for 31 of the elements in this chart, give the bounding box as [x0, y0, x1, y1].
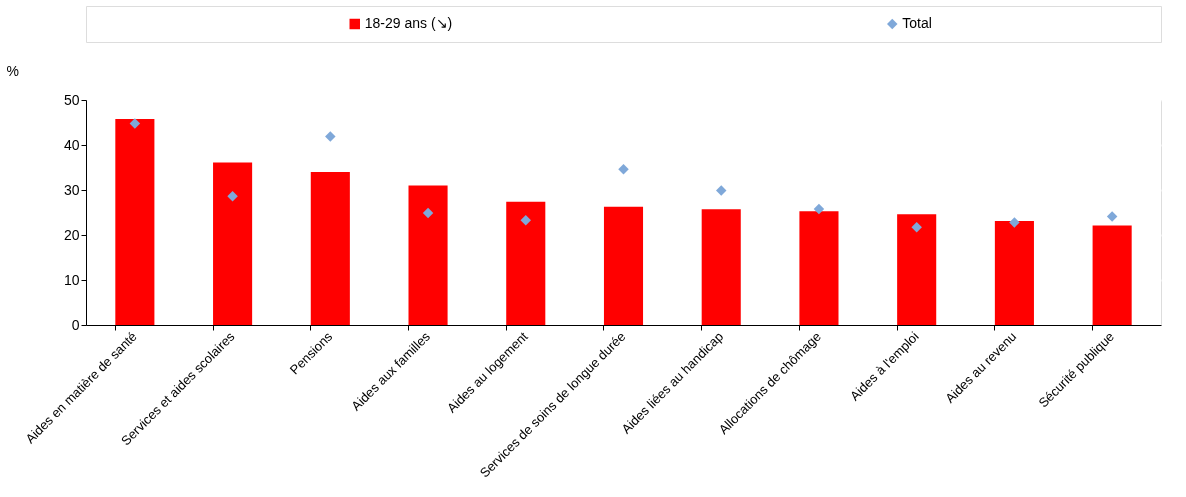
point	[422, 207, 434, 219]
y-tick-label: 40	[63, 136, 80, 153]
y-tick-label: 20	[63, 226, 80, 243]
point	[520, 214, 532, 226]
y-tick-label: 0	[71, 316, 80, 333]
point	[129, 118, 141, 129]
point	[911, 222, 922, 233]
bar	[994, 221, 1034, 325]
y-axis-title: %	[6, 62, 19, 79]
bar	[603, 206, 644, 325]
bar	[213, 162, 253, 325]
point	[1009, 217, 1020, 228]
bar	[1092, 225, 1132, 325]
bar	[115, 118, 155, 325]
bar	[506, 201, 546, 325]
bar	[701, 209, 741, 325]
y-tick-label: 10	[63, 271, 80, 288]
point	[325, 131, 336, 142]
y-tick-label: 30	[63, 181, 80, 198]
point	[1106, 211, 1118, 222]
legend-label: Total	[902, 15, 932, 31]
bar	[799, 211, 839, 325]
legend-label: 18-29 ans (↘)	[364, 15, 453, 31]
bar	[897, 214, 937, 325]
y-tick-label: 50	[63, 91, 80, 108]
point	[618, 164, 629, 175]
bar	[310, 172, 350, 325]
bar	[408, 185, 448, 325]
point	[715, 185, 727, 196]
point	[227, 191, 238, 202]
point	[813, 203, 825, 215]
